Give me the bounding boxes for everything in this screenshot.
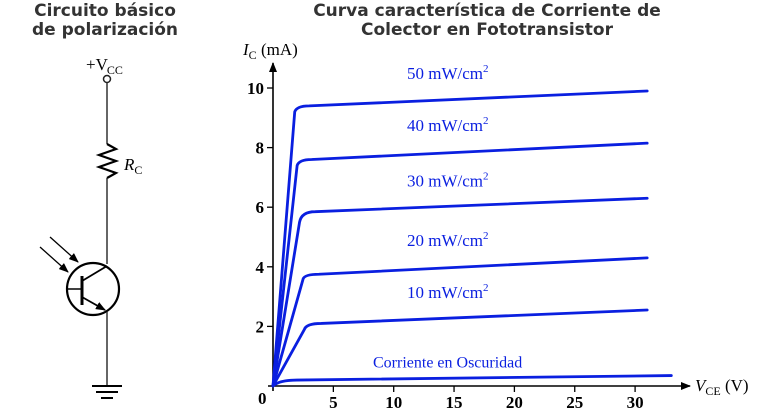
x-tick-label: 10 <box>385 393 402 412</box>
y-tick-label: 8 <box>256 139 265 158</box>
x-tick-label: 5 <box>329 393 338 412</box>
curve-label: Corriente en Oscuridad <box>373 355 522 372</box>
curve-label: 30 mW/cm2 <box>407 170 489 190</box>
resistor-label: RC <box>123 155 142 177</box>
curve-label: 40 mW/cm2 <box>407 115 489 135</box>
curve-2 <box>271 196 649 388</box>
curve-0 <box>271 89 649 388</box>
phototransistor-icon <box>65 261 121 385</box>
circuit-title-line1: Circuito básico <box>34 1 176 21</box>
supply-label: +VCC <box>86 55 123 77</box>
curve-4 <box>271 308 649 388</box>
circuit-diagram: +VCC RC <box>39 55 142 399</box>
resistor-icon <box>95 143 120 179</box>
circuit-title: Circuito básico de polarización <box>0 2 210 40</box>
x-tick-label: 15 <box>446 393 463 412</box>
light-arrows-icon <box>39 236 79 273</box>
supply-terminal-icon <box>102 74 112 84</box>
ground-icon <box>92 385 122 399</box>
chart: IC (mA) VCE (V) 0 2 4 6 8 10 5 10 15 20 25 30 50 … <box>242 40 749 412</box>
chart-title-line2: Colector en Fototransistor <box>361 20 613 40</box>
y-tick-label: 2 <box>256 317 265 336</box>
y-tick-label: 4 <box>256 258 265 277</box>
x-axis-label: VCE (V) <box>695 376 749 398</box>
curve-1 <box>271 141 649 388</box>
circuit-title-line2: de polarización <box>31 20 179 40</box>
curve-5 <box>271 374 673 388</box>
curve-label: 10 mW/cm2 <box>407 282 489 302</box>
chart-title-line1: Curva característica de Corriente de <box>313 1 661 21</box>
x-ticks: 5 10 15 20 25 30 <box>329 386 644 412</box>
origin-label: 0 <box>258 389 267 408</box>
chart-title: Curva característica de Corriente de Col… <box>262 2 712 40</box>
y-tick-label: 6 <box>256 198 265 217</box>
x-tick-label: 20 <box>506 393 523 412</box>
curve-label: 20 mW/cm2 <box>407 230 489 250</box>
y-axis-label: IC (mA) <box>242 40 298 62</box>
curves: 50 mW/cm2 40 mW/cm2 30 mW/cm2 20 mW/cm2 10 m… <box>271 63 673 388</box>
curve-3 <box>271 256 649 388</box>
y-ticks: 2 4 6 8 10 <box>247 79 273 336</box>
curve-label: 50 mW/cm2 <box>407 63 489 83</box>
x-tick-label: 30 <box>627 393 644 412</box>
x-tick-label: 25 <box>566 393 583 412</box>
y-tick-label: 10 <box>247 79 264 98</box>
